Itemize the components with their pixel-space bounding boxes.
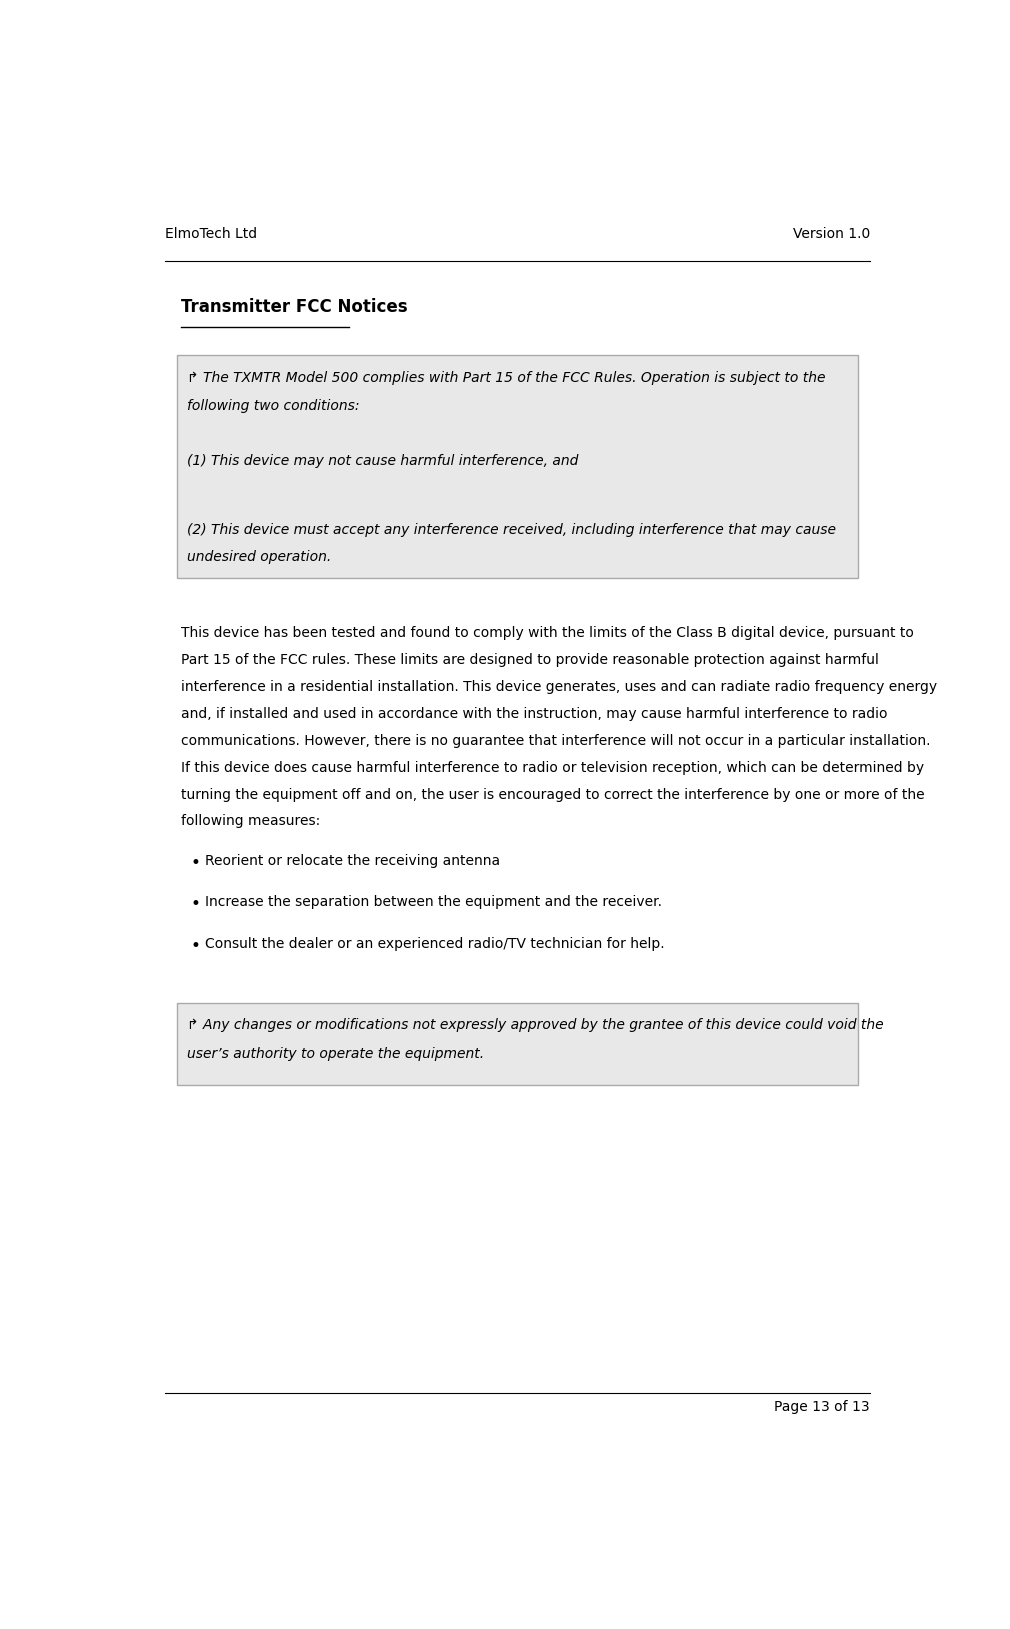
Text: Reorient or relocate the receiving antenna: Reorient or relocate the receiving anten… [204, 854, 500, 868]
Text: If this device does cause harmful interference to radio or television reception,: If this device does cause harmful interf… [181, 761, 924, 774]
Text: •: • [191, 854, 200, 872]
Text: Consult the dealer or an experienced radio/TV technician for help.: Consult the dealer or an experienced rad… [204, 937, 665, 951]
Text: Version 1.0: Version 1.0 [793, 226, 870, 241]
Text: (2) This device must accept any interference received, including interference th: (2) This device must accept any interfer… [187, 523, 835, 538]
FancyBboxPatch shape [177, 355, 858, 578]
Text: interference in a residential installation. This device generates, uses and can : interference in a residential installati… [181, 679, 937, 694]
Text: •: • [191, 937, 200, 955]
Text: ↱ The TXMTR Model 500 complies with Part 15 of the FCC Rules. Operation is subje: ↱ The TXMTR Model 500 complies with Part… [187, 371, 825, 384]
Text: Page 13 of 13: Page 13 of 13 [775, 1399, 870, 1414]
Text: Transmitter FCC Notices: Transmitter FCC Notices [181, 298, 408, 316]
Text: and, if installed and used in accordance with the instruction, may cause harmful: and, if installed and used in accordance… [181, 707, 888, 720]
Text: following measures:: following measures: [181, 814, 320, 829]
Text: ElmoTech Ltd: ElmoTech Ltd [166, 226, 258, 241]
Text: (1) This device may not cause harmful interference, and: (1) This device may not cause harmful in… [187, 454, 578, 468]
Text: This device has been tested and found to comply with the limits of the Class B d: This device has been tested and found to… [181, 626, 914, 640]
Text: user’s authority to operate the equipment.: user’s authority to operate the equipmen… [187, 1047, 484, 1060]
Text: communications. However, there is no guarantee that interference will not occur : communications. However, there is no gua… [181, 733, 930, 748]
Text: •: • [191, 896, 200, 914]
Text: following two conditions:: following two conditions: [187, 399, 359, 412]
FancyBboxPatch shape [177, 1003, 858, 1085]
Text: undesired operation.: undesired operation. [187, 551, 330, 565]
Text: ↱ Any changes or modifications not expressly approved by the grantee of this dev: ↱ Any changes or modifications not expre… [187, 1018, 883, 1033]
Text: Part 15 of the FCC rules. These limits are designed to provide reasonable protec: Part 15 of the FCC rules. These limits a… [181, 653, 879, 666]
Text: Increase the separation between the equipment and the receiver.: Increase the separation between the equi… [204, 896, 662, 909]
Text: turning the equipment off and on, the user is encouraged to correct the interfer: turning the equipment off and on, the us… [181, 787, 925, 801]
